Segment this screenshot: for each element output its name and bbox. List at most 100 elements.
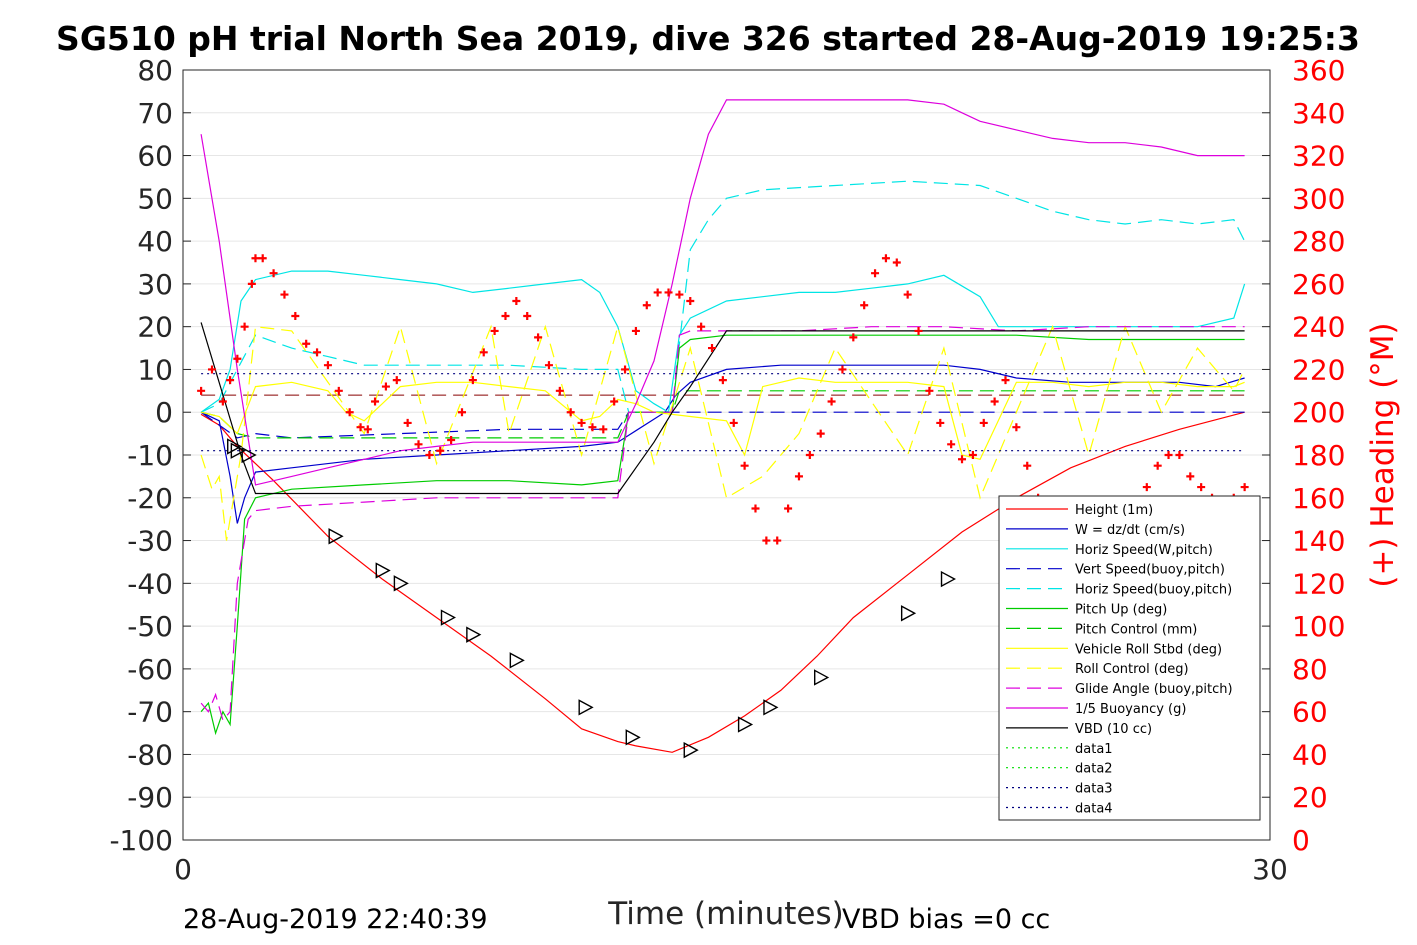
heading-point [1001, 376, 1010, 385]
heading-point [436, 446, 445, 455]
right-tick-label: 360 [1292, 54, 1345, 87]
position-marker [466, 626, 482, 643]
heading-point [936, 418, 945, 427]
heading-point [233, 354, 242, 363]
position-marker [375, 562, 391, 579]
heading-point [323, 361, 332, 370]
position-marker [509, 652, 525, 669]
left-tick-label: 60 [137, 140, 173, 173]
right-tick-label: 180 [1292, 439, 1345, 472]
heading-point [447, 436, 456, 445]
position-marker [578, 699, 594, 716]
left-tick-label: 50 [137, 182, 173, 215]
heading-point [302, 339, 311, 348]
legend-box [998, 495, 1261, 821]
right-tick-label: 300 [1292, 182, 1345, 215]
legend-label: data4 [1075, 802, 1113, 817]
heading-point [457, 408, 466, 417]
position-marker [393, 575, 409, 592]
heading-point [697, 322, 706, 331]
heading-point [794, 472, 803, 481]
heading-point [892, 258, 901, 267]
left-tick-label: 0 [155, 396, 173, 429]
heading-point [334, 386, 343, 395]
legend-label: data3 [1075, 782, 1113, 797]
position-marker [440, 609, 456, 626]
heading-point [280, 290, 289, 299]
left-tick-label: -90 [127, 781, 173, 814]
heading-point [218, 397, 227, 406]
right-tick-label: 140 [1292, 525, 1345, 558]
position-marker [328, 528, 344, 545]
heading-point [599, 425, 608, 434]
heading-point [631, 326, 640, 335]
chart-title: SG510 pH trial North Sea 2019, dive 326 … [56, 19, 1360, 58]
heading-point [914, 326, 923, 335]
heading-point [805, 451, 814, 459]
heading-point [881, 254, 890, 263]
series-line [200, 334, 1245, 736]
heading-point [610, 397, 619, 406]
x-tick-label: 0 [174, 853, 192, 886]
x-axis-label: Time (minutes) [607, 896, 843, 932]
left-tick-label: 80 [137, 54, 173, 87]
heading-point [269, 269, 278, 278]
vbd-bias: VBD bias =0 cc [842, 904, 1050, 935]
right-tick-label: 280 [1292, 225, 1345, 258]
heading-point [555, 386, 564, 395]
heading-point [968, 451, 977, 459]
legend: Height (1m) W = dz/dt (cm/s) Horiz Speed(W… [998, 495, 1261, 821]
left-tick-label: -40 [127, 567, 173, 600]
right-tick-label: 260 [1292, 268, 1345, 301]
heading-point [860, 301, 869, 310]
heading-point [729, 418, 738, 427]
series-line [200, 322, 1245, 495]
series-line [200, 180, 1246, 413]
position-marker [763, 699, 779, 716]
heading-point [784, 504, 793, 513]
heading-point [490, 326, 499, 335]
heading-point [403, 418, 412, 427]
legend-label: Horiz Speed(W,pitch) [1075, 543, 1213, 558]
legend-label: data2 [1075, 762, 1113, 777]
heading-point [197, 386, 206, 395]
heading-point [686, 297, 695, 305]
right-tick-label: 20 [1292, 781, 1328, 814]
heading-point [1186, 472, 1195, 481]
heading-point [740, 461, 749, 470]
heading-point [871, 269, 880, 278]
right-axis-ticks: 3603403203002802602402202001801601401201… [1262, 54, 1345, 857]
legend-label: W = dz/dt (cm/s) [1075, 523, 1185, 538]
heading-point [381, 382, 390, 391]
position-marker [737, 716, 754, 733]
heading-point [544, 361, 553, 370]
left-tick-label: 70 [137, 97, 173, 130]
heading-point [566, 408, 575, 417]
position-marker [241, 446, 257, 464]
heading-point [501, 311, 510, 320]
right-tick-label: 120 [1292, 567, 1345, 600]
heading-point [979, 418, 988, 427]
position-marker [683, 741, 699, 759]
heading-point [762, 536, 771, 545]
left-tick-label: 40 [137, 225, 173, 258]
x-tick-label: 30 [1252, 853, 1288, 886]
heading-point [1175, 451, 1184, 459]
legend-label: Pitch Up (deg) [1075, 603, 1167, 618]
legend-label: Roll Control (deg) [1075, 662, 1189, 677]
heading-point [664, 288, 673, 297]
heading-point [392, 376, 401, 385]
heading-point [226, 376, 235, 385]
heading-point [903, 290, 912, 299]
left-tick-label: -20 [127, 482, 173, 515]
heading-point [291, 311, 300, 320]
heading-point [827, 397, 836, 406]
position-marker [227, 438, 243, 455]
heading-point [849, 333, 858, 342]
series-line [200, 99, 1245, 486]
heading-point [621, 365, 630, 374]
legend-label: Height (1m) [1075, 503, 1153, 518]
left-tick-label: -80 [127, 738, 173, 771]
heading-point [345, 408, 354, 417]
